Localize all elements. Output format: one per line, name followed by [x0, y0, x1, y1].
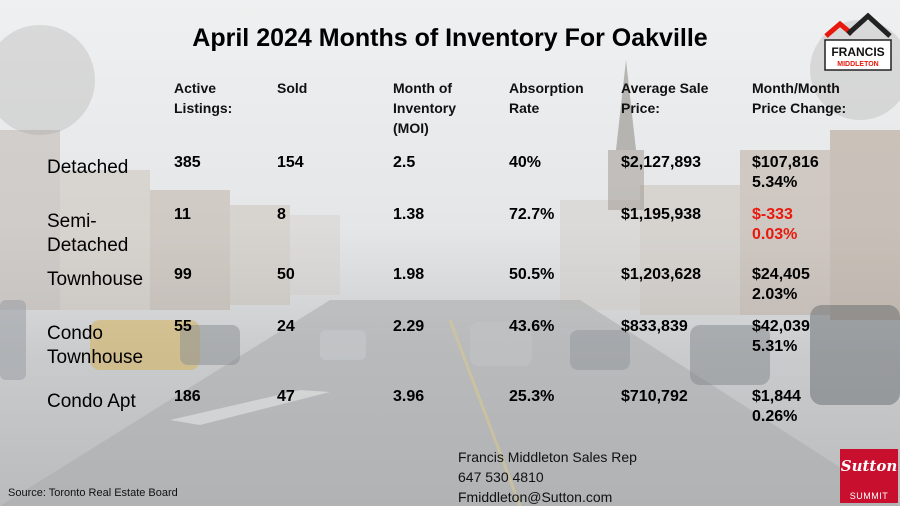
cell-active: 186 [174, 388, 201, 405]
cell-avg-price: $1,203,628 [621, 266, 702, 283]
cell-change: $42,039 5.31% [752, 318, 810, 355]
sutton-wordmark: Sutton [840, 457, 898, 475]
cell-absorption: 40% [509, 154, 542, 171]
cell-absorption: 25.3% [509, 388, 555, 405]
cell-sold: 8 [277, 206, 286, 223]
sutton-summit-logo: Sutton SUMMIT [840, 449, 898, 503]
cell-moi: 1.98 [393, 266, 425, 283]
cell-change: $24,405 2.03% [752, 266, 810, 303]
cell-sold: 24 [277, 318, 295, 335]
cell-avg-price: $833,839 [621, 318, 688, 335]
cell-change: $107,816 5.34% [752, 154, 819, 191]
summit-label: SUMMIT [849, 491, 889, 501]
header-price-change: Month/Month Price Change: [752, 80, 847, 116]
header-average-sale-price: Average Sale Price: [621, 80, 709, 116]
row-label-condo-apt: Condo Apt [47, 391, 136, 412]
cell-active: 99 [174, 266, 192, 283]
cell-change-negative: $-333 0.03% [752, 206, 798, 243]
cell-moi: 2.29 [393, 318, 425, 335]
contact-phone: 647 530 4810 [458, 469, 544, 485]
cell-active: 11 [174, 206, 191, 223]
cell-active: 55 [174, 318, 192, 335]
contact-info: Francis Middleton Sales Rep 647 530 4810… [458, 447, 637, 507]
row-label-detached: Detached [47, 157, 129, 178]
page-title: April 2024 Months of Inventory For Oakvi… [192, 24, 708, 52]
cell-sold: 50 [277, 266, 295, 283]
cell-sold: 47 [277, 388, 295, 405]
cell-absorption: 72.7% [509, 206, 555, 223]
row-label-townhouse: Townhouse [47, 269, 144, 290]
cell-moi: 3.96 [393, 388, 425, 405]
contact-name: Francis Middleton Sales Rep [458, 449, 637, 465]
francis-middleton-logo: FRANCIS MIDDLETON [822, 12, 894, 72]
cell-active: 385 [174, 154, 201, 171]
cell-avg-price: $2,127,893 [621, 154, 702, 171]
cell-absorption: 43.6% [509, 318, 555, 335]
cell-sold: 154 [277, 154, 304, 171]
header-active-listings: Active Listings: [174, 80, 233, 116]
header-months-of-inventory: Month of Inventory (MOI) [393, 80, 457, 136]
cell-avg-price: $710,792 [621, 388, 688, 405]
svg-text:FRANCIS: FRANCIS [831, 45, 884, 59]
header-absorption-rate: Absorption Rate [509, 80, 584, 116]
header-sold: Sold [277, 80, 308, 96]
cell-moi: 2.5 [393, 154, 416, 171]
row-label-condo-townhouse: Condo Townhouse [47, 323, 144, 368]
row-label-semi-detached: Semi- Detached [47, 211, 129, 256]
roof-logo-icon: FRANCIS MIDDLETON [824, 12, 892, 71]
contact-email: Fmiddleton@Sutton.com [458, 489, 613, 505]
source-note: Source: Toronto Real Estate Board [8, 487, 178, 499]
cell-avg-price: $1,195,938 [621, 206, 702, 223]
cell-absorption: 50.5% [509, 266, 555, 283]
cell-change: $1,844 0.26% [752, 388, 801, 425]
svg-text:MIDDLETON: MIDDLETON [837, 61, 878, 68]
cell-moi: 1.38 [393, 206, 425, 223]
